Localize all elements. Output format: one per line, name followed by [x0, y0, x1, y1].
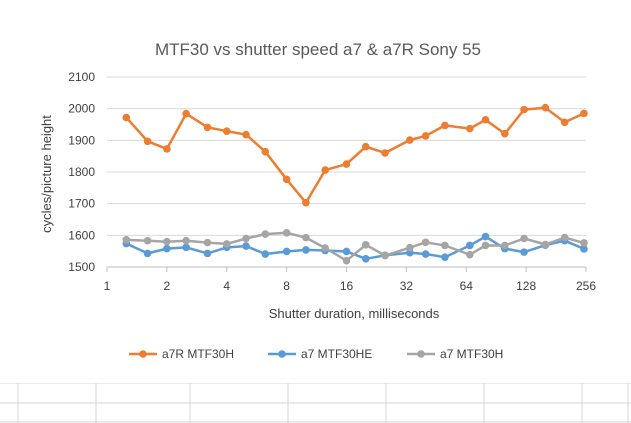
data-point-a7-mtf30h	[222, 240, 231, 248]
legend-marker-a7-mtf30he	[278, 350, 286, 358]
data-point-a7-mtf30h	[481, 241, 490, 250]
chart-area-background	[0, 0, 631, 383]
x-tick-label: 16	[340, 279, 354, 293]
data-point-a7r-mtf30h	[580, 109, 588, 118]
data-point-a7r-mtf30h	[182, 109, 190, 118]
y-tick-label: 1500	[68, 260, 95, 274]
x-tick-label: 128	[516, 279, 536, 293]
data-point-a7-mtf30he	[143, 249, 152, 258]
x-tick-labels: 1 2 4 8 16 32 64 128 256	[104, 279, 597, 293]
data-point-a7r-mtf30h	[203, 123, 212, 132]
data-point-a7r-mtf30h	[466, 124, 474, 133]
data-point-a7-mtf30h	[342, 256, 351, 265]
x-axis	[106, 266, 587, 272]
data-point-a7r-mtf30h	[261, 147, 270, 156]
data-point-a7-mtf30h	[182, 236, 190, 245]
x-tick-label: 1	[104, 279, 111, 293]
data-point-a7-mtf30he	[441, 253, 449, 261]
data-point-a7-mtf30h	[122, 235, 131, 244]
x-tick-label: 256	[576, 279, 596, 293]
data-point-a7r-mtf30h	[342, 160, 351, 168]
data-point-a7-mtf30he	[261, 250, 270, 258]
data-point-a7-mtf30h	[560, 233, 569, 242]
y-tick-label: 1800	[68, 165, 95, 179]
data-point-a7-mtf30h	[580, 239, 588, 247]
legend-label-a7r-mtf30h: a7R MTF30H	[162, 347, 234, 361]
y-axis-label: cycles/picture height	[39, 115, 54, 233]
data-point-a7r-mtf30h	[560, 118, 569, 127]
series	[122, 103, 588, 265]
data-point-a7-mtf30h	[541, 240, 550, 249]
data-point-a7-mtf30h	[381, 251, 389, 260]
data-point-a7-mtf30h	[143, 236, 152, 245]
data-point-a7-mtf30he	[361, 254, 370, 263]
gridlines	[107, 76, 586, 236]
data-point-a7-mtf30h	[282, 229, 291, 237]
data-point-a7-mtf30h	[361, 241, 370, 249]
data-point-a7r-mtf30h	[501, 129, 509, 138]
y-tick-label: 1600	[68, 228, 95, 242]
chart-title: MTF30 vs shutter speed a7 & a7R Sony 55	[155, 40, 481, 59]
data-point-a7-mtf30h	[203, 238, 212, 247]
y-tick-label: 2100	[68, 70, 95, 84]
data-point-a7r-mtf30h	[302, 198, 310, 207]
data-point-a7-mtf30h	[261, 230, 270, 238]
x-tick-label: 64	[460, 279, 474, 293]
x-tick-label: 32	[400, 279, 414, 293]
data-point-a7-mtf30h	[466, 250, 474, 259]
data-point-a7-mtf30h	[242, 234, 250, 243]
data-point-a7-mtf30he	[466, 241, 474, 250]
data-point-a7r-mtf30h	[163, 145, 171, 153]
data-point-a7r-mtf30h	[222, 127, 231, 135]
data-point-a7r-mtf30h	[481, 115, 490, 124]
data-point-a7r-mtf30h	[520, 105, 528, 114]
data-point-a7r-mtf30h	[361, 142, 370, 151]
data-point-a7-mtf30h	[406, 243, 414, 252]
legend-label-a7-mtf30h: a7 MTF30H	[440, 347, 503, 361]
data-point-a7r-mtf30h	[143, 137, 152, 146]
data-point-a7-mtf30he	[163, 244, 171, 253]
y-tick-labels: 1500 1600 1700 1800 1900 2000 2100	[68, 70, 95, 274]
data-point-a7r-mtf30h	[406, 136, 414, 144]
y-tick-label: 2000	[68, 102, 95, 116]
data-point-a7r-mtf30h	[541, 103, 550, 112]
data-point-a7-mtf30he	[520, 248, 528, 256]
data-point-a7r-mtf30h	[122, 113, 131, 122]
data-point-a7-mtf30h	[441, 241, 449, 250]
data-point-a7-mtf30he	[481, 232, 490, 241]
data-point-a7-mtf30he	[182, 243, 190, 252]
data-point-a7-mtf30he	[580, 245, 588, 253]
data-point-a7r-mtf30h	[321, 166, 329, 174]
series-line-a7r-mtf30h	[125, 106, 585, 204]
legend-label-a7-mtf30he: a7 MTF30HE	[301, 347, 372, 361]
legend: a7R MTF30H a7 MTF30HE a7 MTF30H	[129, 347, 503, 361]
data-point-a7-mtf30he	[282, 247, 291, 256]
data-point-a7r-mtf30h	[242, 130, 250, 139]
data-point-a7-mtf30he	[342, 247, 351, 256]
data-point-a7-mtf30h	[520, 234, 528, 243]
x-tick-label: 8	[283, 279, 290, 293]
data-point-a7-mtf30he	[421, 250, 430, 258]
legend-marker-a7r-mtf30h	[139, 350, 147, 358]
legend-marker-a7-mtf30h	[417, 350, 425, 358]
y-tick-label: 1700	[68, 197, 95, 211]
data-point-a7r-mtf30h	[381, 149, 389, 157]
data-point-a7-mtf30h	[421, 238, 430, 247]
x-tick-label: 2	[164, 279, 171, 293]
data-point-a7-mtf30he	[203, 249, 212, 258]
data-point-a7-mtf30h	[302, 233, 310, 242]
data-point-a7r-mtf30h	[282, 175, 291, 184]
data-point-a7-mtf30h	[321, 244, 329, 252]
y-tick-label: 1900	[68, 133, 95, 147]
data-point-a7-mtf30he	[242, 242, 250, 250]
data-point-a7-mtf30h	[501, 241, 509, 250]
data-point-a7r-mtf30h	[441, 121, 449, 130]
x-axis-label: Shutter duration, milliseconds	[269, 306, 440, 321]
x-tick-label: 4	[223, 279, 230, 293]
data-point-a7-mtf30h	[163, 237, 171, 246]
data-point-a7r-mtf30h	[421, 132, 430, 140]
data-point-a7-mtf30he	[302, 246, 310, 254]
